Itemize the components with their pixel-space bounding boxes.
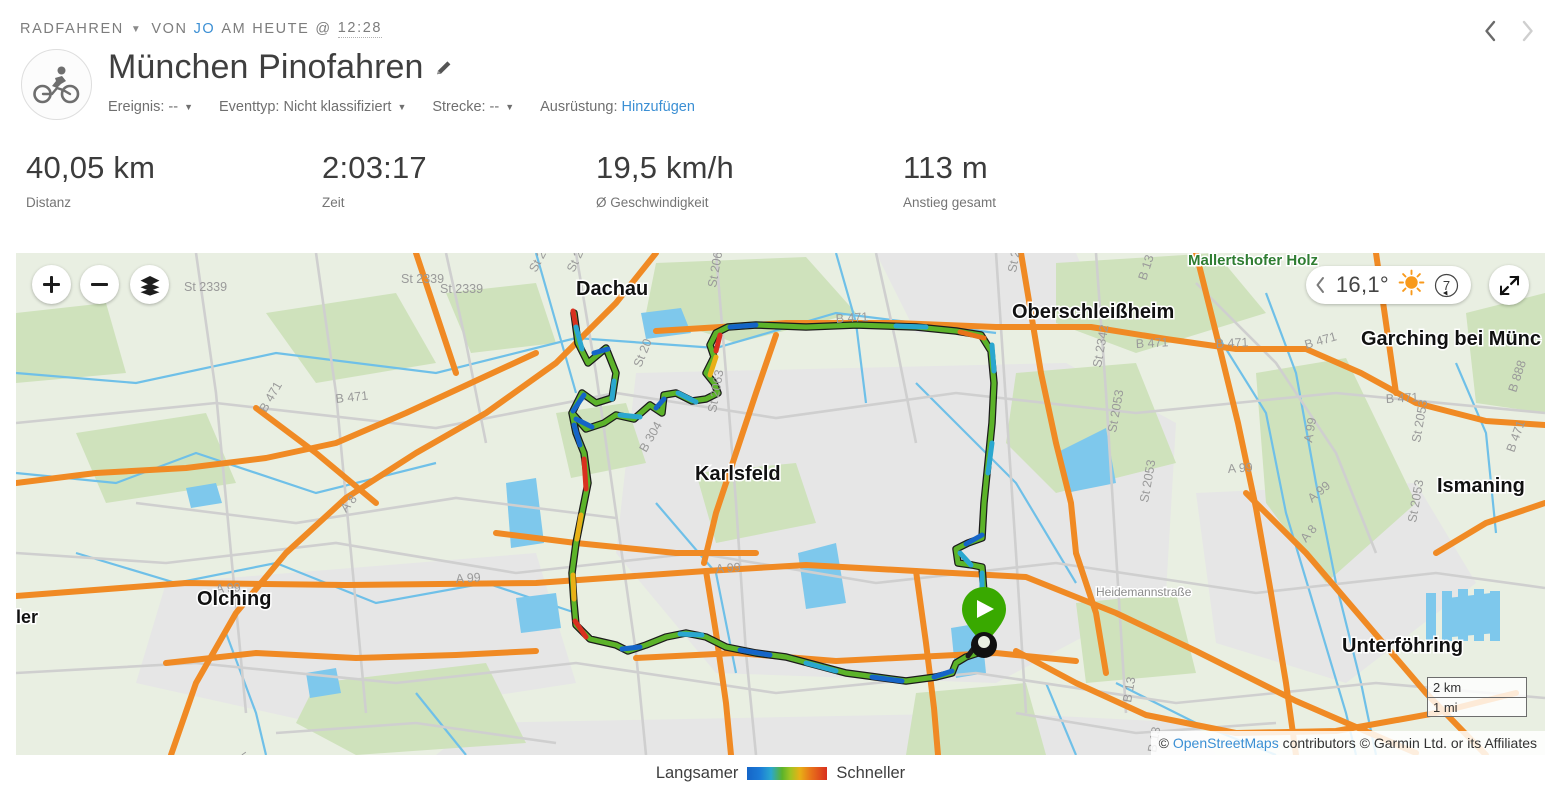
pencil-icon[interactable] [434, 59, 453, 83]
scale-imperial: 1 mi [1427, 697, 1527, 717]
map-attribution: © OpenStreetMaps contributors © Garmin L… [1150, 731, 1545, 755]
zoom-in-button[interactable] [32, 265, 71, 304]
stat-label: Zeit [322, 195, 345, 210]
by-label: VON [151, 21, 188, 37]
activity-meta-line: RADFAHREN ▼ VON JO AM HEUTE @ 12:28 [20, 20, 383, 38]
attribute-eventtyp[interactable]: Eventtyp: Nicht klassifiziert ▼ [219, 99, 406, 115]
activity-track [568, 308, 998, 685]
time-editable[interactable]: 12:28 [337, 20, 383, 38]
record-navigation [1481, 18, 1537, 44]
copyright-symbol: © [1158, 735, 1169, 751]
layers-icon[interactable] [130, 265, 169, 304]
stat-value: 40,05 km [26, 150, 156, 185]
temperature-value: 16,1° [1335, 272, 1389, 297]
zoom-out-button[interactable] [80, 265, 119, 304]
stat-label: Ø Geschwindigkeit [596, 195, 709, 210]
attribute-ereignis[interactable]: Ereignis: -- ▼ [108, 99, 193, 115]
at-symbol: @ [315, 21, 332, 37]
cycling-icon [32, 66, 79, 103]
scale-metric: 2 km [1427, 677, 1527, 697]
stat-value: 113 m [903, 150, 988, 185]
map-scale-bar: 2 km 1 mi [1427, 677, 1527, 717]
stat-distance: 40,05 km Distanz [26, 150, 155, 210]
end-marker-icon [971, 632, 997, 658]
chevron-left-icon[interactable] [1481, 18, 1499, 44]
add-gear-link[interactable]: Hinzufügen [621, 99, 695, 115]
attribute-ausruestung: Ausrüstung: Hinzufügen [540, 99, 695, 115]
attribute-label: Strecke: [432, 99, 486, 115]
activity-type-caret-icon[interactable]: ▼ [130, 23, 143, 35]
page-title[interactable]: München Pinofahren [108, 48, 424, 86]
chevron-down-icon: ▼ [184, 102, 194, 112]
weather-widget[interactable]: 16,1° 7 [1305, 266, 1471, 304]
summary-stats: 40,05 km Distanz 2:03:17 Zeit 19,5 km/h … [0, 150, 1561, 230]
openstreetmaps-link[interactable]: OpenStreetMaps [1172, 735, 1279, 751]
chevron-down-icon: ▼ [397, 102, 407, 112]
legend-gradient-bar [747, 767, 828, 780]
start-pin-icon [962, 587, 1006, 645]
wind-speed-value: 7 [1442, 277, 1451, 293]
speed-legend: Langsamer Schneller [0, 764, 1561, 783]
map-canvas [16, 253, 1545, 755]
stat-total-ascent: 113 m Anstieg gesamt [903, 150, 996, 210]
sun-icon [1398, 269, 1425, 301]
attribution-garmin: Garmin Ltd. or its Affiliates [1373, 735, 1537, 751]
stat-label: Anstieg gesamt [903, 195, 997, 210]
stat-time: 2:03:17 Zeit [322, 150, 427, 210]
chevron-down-icon: ▼ [505, 102, 515, 112]
attribute-label: Eventtyp: [219, 99, 280, 115]
attribute-label: Ereignis: [108, 99, 165, 115]
weather-prev-icon[interactable] [1314, 275, 1327, 295]
stat-value: 2:03:17 [322, 150, 427, 185]
stat-avg-speed: 19,5 km/h Ø Geschwindigkeit [596, 150, 734, 210]
user-link[interactable]: JO [193, 21, 216, 37]
wind-direction-icon: 7 [1434, 273, 1459, 298]
attribute-value: -- [489, 99, 500, 115]
expand-icon[interactable] [1489, 265, 1529, 305]
attribute-value: -- [168, 99, 179, 115]
attribution-mid: contributors © [1282, 735, 1370, 751]
title-row: München Pinofahren [108, 48, 453, 87]
avatar [21, 49, 92, 120]
attribute-value: Nicht klassifiziert [283, 99, 392, 115]
on-label: AM [221, 21, 247, 37]
stat-label: Distanz [26, 195, 72, 210]
legend-faster-label: Schneller [836, 764, 906, 782]
attribute-label: Ausrüstung: [540, 99, 618, 115]
activity-attributes: Ereignis: -- ▼ Eventtyp: Nicht klassifiz… [108, 99, 721, 115]
chevron-right-icon[interactable] [1519, 18, 1537, 44]
legend-slower-label: Langsamer [655, 764, 739, 782]
stat-value: 19,5 km/h [596, 150, 734, 185]
attribute-strecke[interactable]: Strecke: -- ▼ [432, 99, 514, 115]
activity-type-label[interactable]: RADFAHREN [20, 21, 124, 37]
day-label: HEUTE [252, 21, 310, 37]
